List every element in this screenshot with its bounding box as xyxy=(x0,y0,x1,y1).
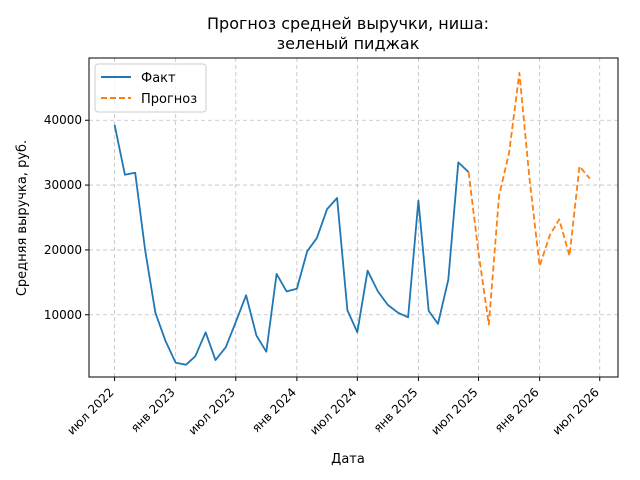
y-axis: 10000 20000 30000 40000 xyxy=(44,113,89,322)
x-tick-label: июл 2023 xyxy=(186,385,238,437)
chart-title-line-2: зеленый пиджак xyxy=(277,34,420,53)
y-tick-label: 30000 xyxy=(44,178,82,192)
x-tick-label: янв 2026 xyxy=(492,385,542,435)
x-tick-label: июл 2024 xyxy=(307,385,359,437)
x-tick-label: июл 2025 xyxy=(428,385,480,437)
y-axis-label: Средняя выручка, руб. xyxy=(15,140,30,296)
x-tick-label: янв 2024 xyxy=(249,385,299,435)
plot-frame xyxy=(88,57,619,378)
legend-label-forecast: Прогноз xyxy=(141,92,197,107)
legend: Факт Прогноз xyxy=(94,63,207,113)
series-line-forecast xyxy=(467,72,591,326)
chart-title-line-1: Прогноз средней выручки, ниша: xyxy=(207,14,489,33)
series-line-fact xyxy=(113,124,470,366)
y-tick-label: 40000 xyxy=(44,113,82,127)
x-tick-label: июл 2022 xyxy=(64,385,116,437)
y-tick-label: 10000 xyxy=(44,308,82,322)
legend-label-fact: Факт xyxy=(141,71,176,86)
x-tick-label: июл 2026 xyxy=(550,385,602,437)
x-axis-label: Дата xyxy=(331,452,365,467)
y-tick-label: 20000 xyxy=(44,243,82,257)
x-axis: июл 2022 янв 2023 июл 2023 янв 2024 июл 2024… xyxy=(64,377,602,438)
x-tick-label: янв 2025 xyxy=(371,385,421,435)
x-tick-label: янв 2023 xyxy=(128,385,178,435)
series-layer xyxy=(113,72,591,366)
